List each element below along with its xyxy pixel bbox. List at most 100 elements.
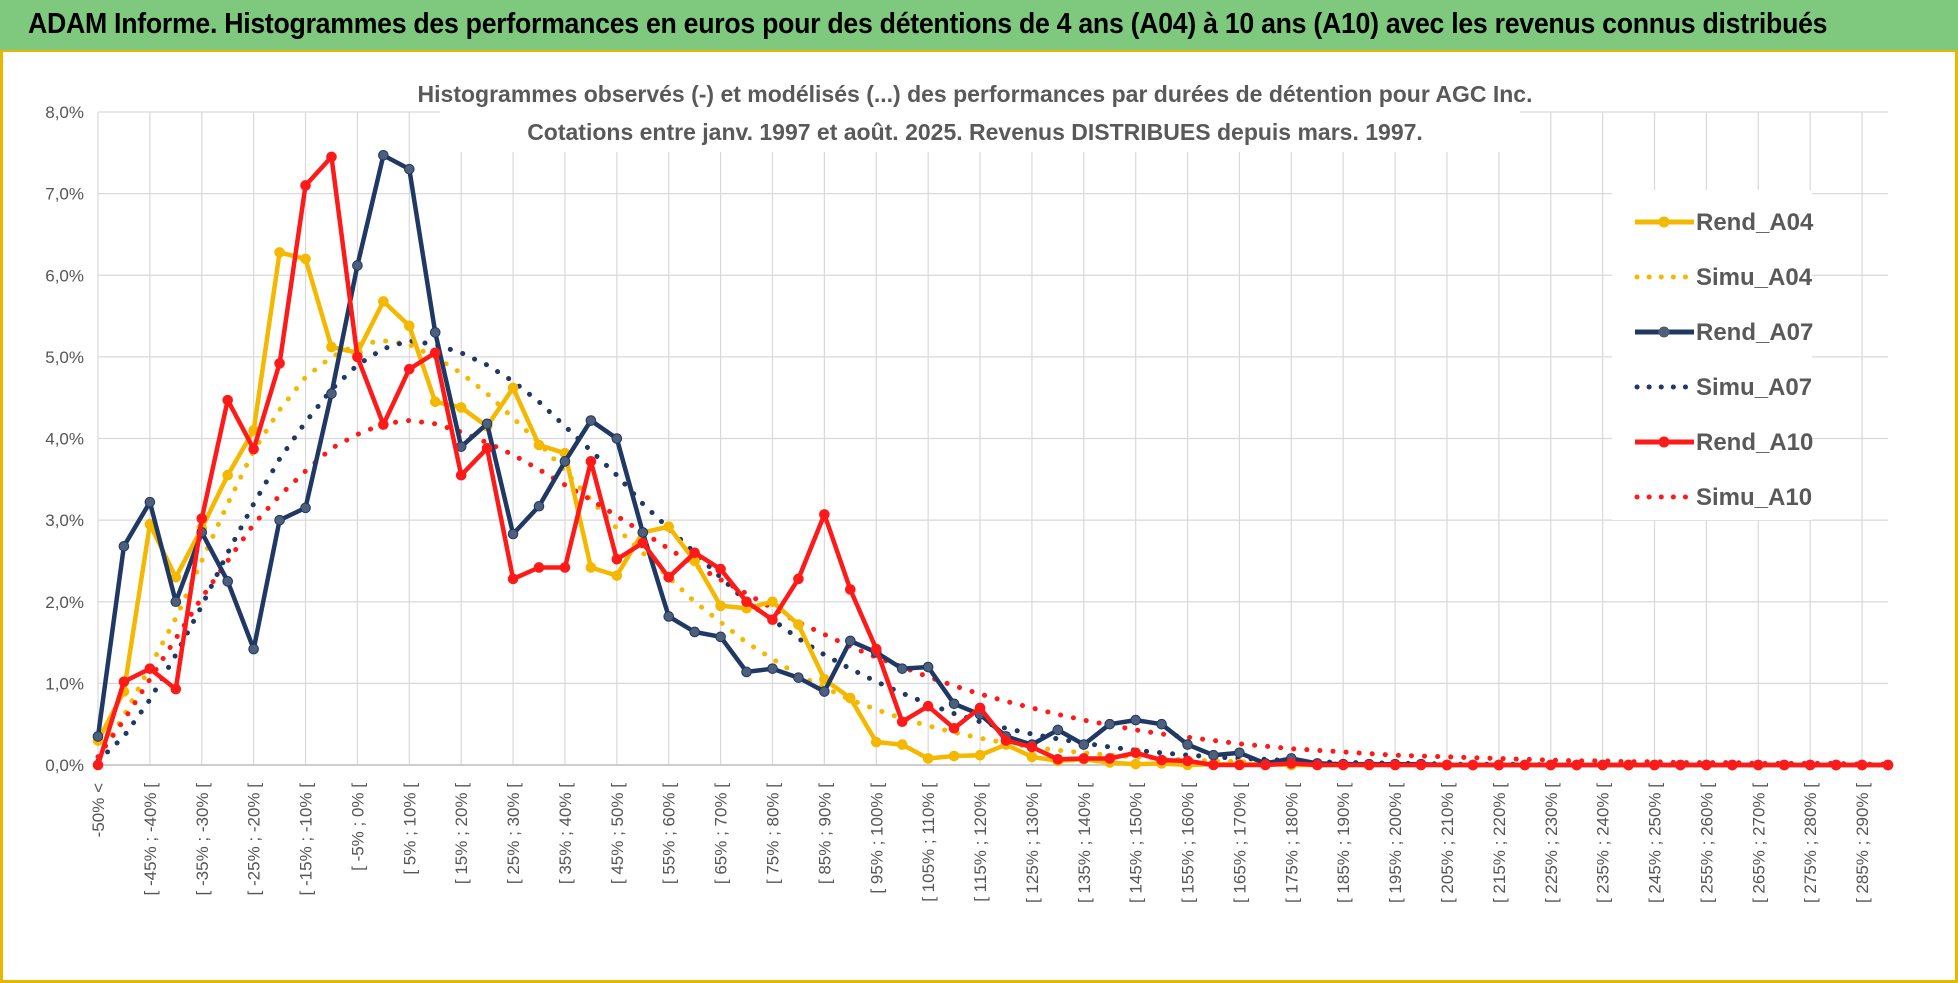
x-axis-ticks: -50% < [ -45% ; -40% [[ -35% ; -30% [[ -2… [89,783,1872,903]
data-point [1752,759,1764,771]
x-tick-label: [ 35% ; 40% [ [556,783,575,884]
data-point [274,358,285,369]
data-point [1493,759,1505,771]
data-point [845,692,856,704]
data-point [1389,759,1401,771]
page-title: ADAM Informe. Histogrammes des performan… [28,8,1828,40]
data-point [1130,758,1141,770]
series-Simu_A10 [95,418,1891,767]
x-tick-label: [ 135% ; 140% [ [1075,783,1094,903]
legend-item-Simu_A07: Simu_A07 [1634,374,1812,401]
data-point [1519,759,1531,771]
legend-item-Simu_A04: Simu_A04 [1634,264,1813,291]
x-tick-label: [ 55% ; 60% [ [660,783,679,884]
data-point [585,562,597,573]
data-point [611,433,623,444]
data-point [144,496,156,508]
legend-item-Simu_A10: Simu_A10 [1634,484,1812,511]
data-point [352,351,363,363]
data-point [222,469,234,481]
chart-title-line1: Histogrammes observés (-) et modélisés (… [418,81,1533,107]
legend-background [1612,190,1812,520]
x-tick-label: -50% < [89,783,108,837]
data-point [429,327,441,338]
x-tick-label: [ 85% ; 90% [ [815,783,834,884]
data-point [404,363,415,375]
x-tick-label: [ 275% ; 280% [ [1801,783,1820,903]
data-point [326,388,337,399]
y-tick-label: 4,0% [45,430,84,449]
x-tick-label: [ 65% ; 70% [ [712,783,731,884]
x-tick-label: [ 175% ; 180% [ [1282,783,1301,903]
data-point [559,562,571,573]
x-tick-label: [ 195% ; 200% [ [1386,783,1405,903]
x-tick-label: [ 95% ; 100% [ [867,783,886,894]
data-point [326,151,337,163]
data-point [429,347,441,359]
data-point [248,643,259,655]
data-point [378,296,389,307]
data-point [300,180,311,191]
data-point [1804,759,1816,771]
data-point [1234,759,1245,771]
data-point [1208,749,1219,761]
data-point [1156,754,1167,766]
y-axis-ticks: 0,0% 1,0% 2,0% 3,0% 4,0% 5,0% 6,0% 7,0% 8,0% [45,103,84,775]
data-point [118,676,130,688]
data-point [1467,759,1479,771]
data-point [274,247,285,258]
data-point [326,341,337,353]
series-Rend_A10 [92,151,1894,771]
y-tick-label: 0,0% [45,756,84,775]
x-tick-label: [ -25% ; -20% [ [245,783,264,896]
data-point [1182,755,1193,767]
data-point [741,596,752,608]
data-point [1415,759,1427,771]
data-point [1856,759,1868,771]
data-point [533,500,545,512]
data-point [793,619,804,630]
legend-marker [1658,216,1670,228]
data-point [1778,759,1790,771]
data-point [767,663,778,674]
x-tick-label: [ 15% ; 20% [ [452,783,471,884]
data-point [378,149,389,161]
data-point [300,253,311,265]
legend-label: Simu_A07 [1696,374,1812,401]
data-point [1545,759,1557,771]
data-point [1363,759,1375,771]
data-point [378,419,389,430]
data-point [611,554,623,565]
x-tick-label: [ 115% ; 120% [ [971,783,990,902]
data-point [767,614,778,626]
legend-item-Rend_A04: Rend_A04 [1635,209,1814,236]
data-point [1026,751,1038,763]
series-line-Rend_A10 [95,154,1888,768]
x-tick-label: [ 285% ; 290% [ [1853,783,1872,903]
data-point [533,439,545,451]
x-tick-label: [ -5% ; 0% [ [348,783,367,871]
data-point [637,537,649,549]
x-tick-label: [ 255% ; 260% [ [1697,783,1716,903]
x-tick-label: [ 245% ; 250% [ [1646,783,1665,903]
data-point [222,394,234,406]
data-point [1104,753,1116,764]
data-point [1000,735,1012,746]
data-point [92,759,104,771]
data-point [974,749,986,761]
data-point [689,626,700,638]
data-point [948,722,960,734]
data-point [767,596,778,608]
x-tick-label: [ 185% ; 190% [ [1334,783,1353,903]
data-point [922,753,934,764]
x-tick-label: [ -35% ; -30% [ [193,783,212,896]
legend-label: Simu_A10 [1696,484,1812,511]
data-point [170,596,182,608]
y-tick-label: 5,0% [45,348,84,367]
y-tick-label: 1,0% [45,674,84,693]
data-point [455,402,467,413]
data-point [274,514,285,526]
data-point [170,683,182,695]
data-point [948,698,960,710]
legend-label: Rend_A04 [1696,209,1814,236]
